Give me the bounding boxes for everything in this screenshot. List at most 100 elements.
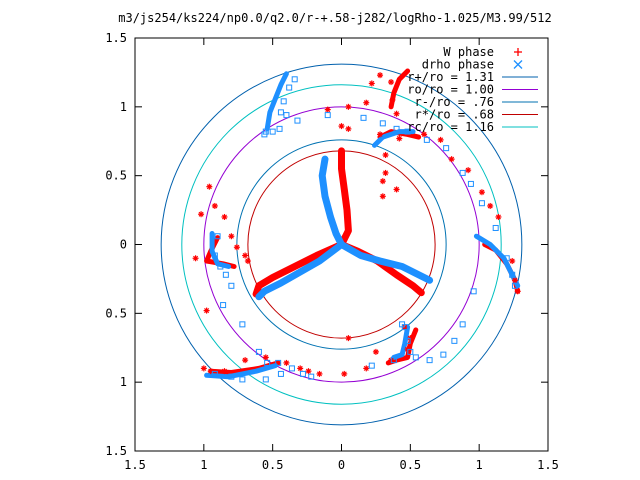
drho-phase-point xyxy=(451,337,458,344)
legend-label: rc/ro = 1.16 xyxy=(407,120,494,134)
drho-phase-point xyxy=(511,282,518,289)
drho-phase-point xyxy=(275,359,282,366)
w-phase-point xyxy=(221,368,228,375)
w-phase-point xyxy=(465,167,472,174)
axis-ticks: 1.5 1 0.5 0 0.5 1 1.51.510.500.511.5 xyxy=(105,31,559,472)
legend-label: r-/ro = .76 xyxy=(415,95,494,109)
drho-phase-point xyxy=(470,288,477,295)
drho-phase-point xyxy=(503,255,510,262)
x-tick-label: 1.5 xyxy=(124,458,146,472)
drho-phase-point xyxy=(426,357,433,364)
drho-phase-point xyxy=(255,348,262,355)
legend-label: drho phase xyxy=(422,58,494,72)
w-phase-point xyxy=(514,288,521,295)
drho-phase-point xyxy=(393,125,400,132)
w-phase-point xyxy=(242,357,249,364)
drho-phase-point xyxy=(211,370,218,377)
w-phase-point xyxy=(345,335,352,342)
w-phase-point xyxy=(393,110,400,117)
w-phase-point xyxy=(262,354,269,361)
drho-phase-point xyxy=(280,98,287,105)
drho-phase-arm xyxy=(255,241,345,301)
drho-phase-point xyxy=(478,200,485,207)
drho-phase-point xyxy=(443,145,450,152)
x-tick-label: 0 xyxy=(338,458,345,472)
drho-phase-point xyxy=(379,120,386,127)
y-tick-label: 1.5 xyxy=(105,444,127,458)
w-phase-point xyxy=(228,233,235,240)
w-phase-point xyxy=(379,178,386,185)
w-phase-point xyxy=(203,307,210,314)
w-phase-point xyxy=(382,152,389,159)
drho-phase-point xyxy=(423,136,430,143)
drho-phase-hook xyxy=(264,71,289,132)
w-phase-point xyxy=(233,244,240,251)
drho-phase-point xyxy=(509,271,516,278)
y-tick-label: 0.5 xyxy=(105,306,127,320)
drho-phase-point xyxy=(277,109,284,116)
w-phase-point xyxy=(200,365,207,372)
w-phase-point xyxy=(437,136,444,143)
w-phase-point xyxy=(192,255,199,262)
circle-ro xyxy=(203,106,480,383)
drho-phase-point xyxy=(286,84,293,91)
drho-phase-point xyxy=(412,354,419,361)
w-phase-point xyxy=(495,213,502,220)
w-phase-point xyxy=(324,106,331,113)
w-phase-point xyxy=(211,202,218,209)
drho-phase-point xyxy=(404,337,411,344)
drho-phase-point xyxy=(294,117,301,124)
w-phase-point xyxy=(305,368,312,375)
w-phase-point xyxy=(382,169,389,176)
drho-phase-point xyxy=(368,362,375,369)
drho-phase-point xyxy=(214,233,221,240)
w-phase-point xyxy=(421,131,428,138)
legend-label: r*/ro = .68 xyxy=(415,108,494,122)
w-phase-point xyxy=(388,79,395,86)
drho-phase-point xyxy=(211,252,218,259)
drho-phase-arm xyxy=(318,155,345,248)
circle-rc xyxy=(181,84,502,405)
drho-phase-point xyxy=(262,128,269,135)
w-phase-point xyxy=(363,365,370,372)
drho-phase-point xyxy=(264,359,271,366)
w-phase-point xyxy=(244,258,251,265)
drho-phase-point xyxy=(277,370,284,377)
drho-phase-point xyxy=(467,180,474,187)
drho-phase-arm xyxy=(338,241,434,284)
w-phase-point xyxy=(341,370,348,377)
w-phase-point xyxy=(509,258,516,265)
drho-phase-point xyxy=(283,112,290,119)
drho-phase-point xyxy=(288,365,295,372)
legend-label: W phase xyxy=(443,45,494,59)
drho-phase-point xyxy=(222,271,229,278)
drho-phase-hook xyxy=(372,129,416,148)
y-tick-label: 1 xyxy=(120,100,127,114)
y-tick-label: 1.5 xyxy=(105,31,127,45)
drho-phase-point xyxy=(492,224,499,231)
drho-phase-point xyxy=(299,370,306,377)
w-phase-point xyxy=(379,193,386,200)
drho-phase-point xyxy=(390,357,397,364)
x-tick-label: 0.5 xyxy=(399,458,421,472)
w-phase-point xyxy=(283,359,290,366)
drho-phase-point xyxy=(360,114,367,121)
drho-phase-point xyxy=(513,60,523,69)
drho-phase-point xyxy=(324,112,331,119)
w-phase-point xyxy=(511,277,518,284)
w-phase-point xyxy=(487,202,494,209)
legend-label: ro/ro = 1.00 xyxy=(407,83,494,97)
y-tick-label: 0.5 xyxy=(105,169,127,183)
legend-label: r+/ro = 1.31 xyxy=(407,70,494,84)
w-phase-point xyxy=(396,135,403,142)
w-phase-point xyxy=(316,370,323,377)
drho-phase-point xyxy=(217,263,224,270)
drho-phase-point xyxy=(228,282,235,289)
drho-phase-point xyxy=(459,321,466,328)
drho-phase-point xyxy=(220,302,227,309)
x-tick-label: 1 xyxy=(200,458,207,472)
drho-phase-point xyxy=(239,321,246,328)
w-phase-point xyxy=(393,186,400,193)
y-tick-label: 0 xyxy=(120,238,127,252)
